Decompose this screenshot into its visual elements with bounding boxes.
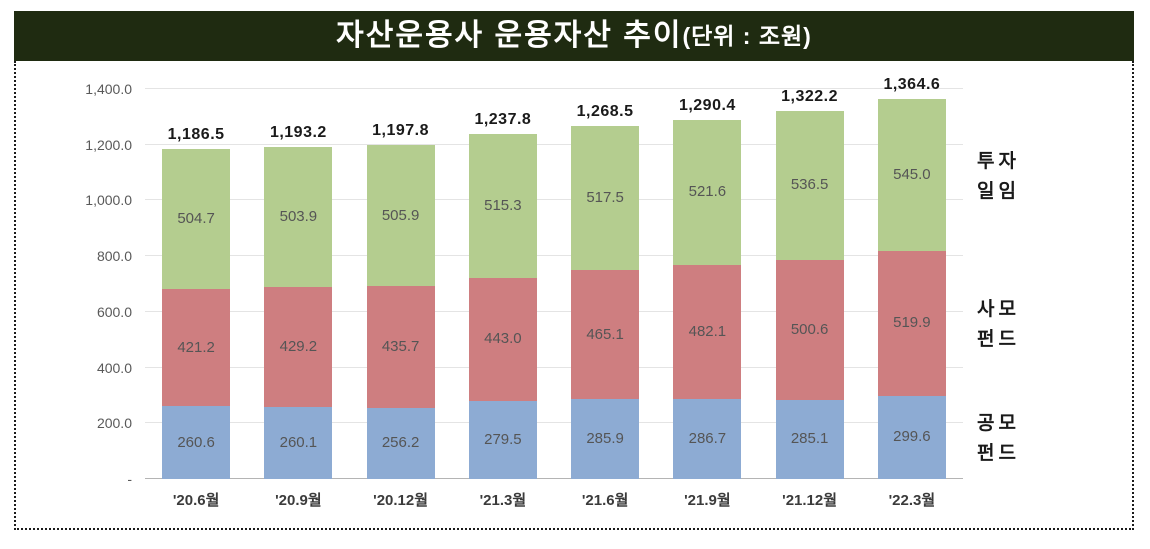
chart-title: 자산운용사 운용자산 추이 xyxy=(336,19,683,52)
gridline xyxy=(145,366,963,368)
segment-value-label: 482.1 xyxy=(688,323,727,340)
gridline xyxy=(145,143,963,145)
bar-segment-투자일임 xyxy=(468,134,537,278)
bar-total-label: 1,186.5 xyxy=(167,125,225,143)
segment-value-label: 515.3 xyxy=(484,197,522,214)
gridline xyxy=(145,478,963,479)
x-axis-tick-label: '21.12월 xyxy=(782,492,838,509)
bar-total-label: 1,193.2 xyxy=(269,123,327,141)
gridline xyxy=(145,422,963,424)
bar-total-label: 1,197.8 xyxy=(372,122,430,140)
bar-total-label: 1,290.4 xyxy=(678,96,736,114)
y-axis-tick-label: 1,000.0 xyxy=(85,192,132,209)
segment-value-label: 429.2 xyxy=(279,337,318,355)
series-label-line: 사모 xyxy=(977,299,1020,321)
y-axis-tick-label: 400.0 xyxy=(96,359,132,376)
bar-segment-사모펀드 xyxy=(468,277,537,402)
segment-value-label: 285.1 xyxy=(790,430,829,448)
bar-segment-투자일임 xyxy=(366,145,435,287)
bar-total-label: 1,237.8 xyxy=(474,111,532,129)
bar-segment-공모펀드 xyxy=(366,407,435,479)
gridline xyxy=(145,199,963,201)
bar-segment-공모펀드 xyxy=(468,401,537,479)
bar-segment-공모펀드 xyxy=(264,406,333,479)
chart-title-unit: (단위 : 조원) xyxy=(682,22,812,49)
bar-segment-사모펀드 xyxy=(366,286,435,408)
segment-value-label: 505.9 xyxy=(381,206,420,224)
segment-value-label: 465.1 xyxy=(586,325,624,343)
segment-value-label: 285.9 xyxy=(586,430,624,448)
bar-segment-투자일임 xyxy=(264,146,333,287)
bar-segment-공모펀드 xyxy=(571,399,640,479)
segment-value-label: 504.7 xyxy=(177,209,215,227)
bar-segment-사모펀드 xyxy=(877,250,946,396)
segment-value-label: 260.1 xyxy=(279,433,318,451)
y-axis-tick-label: 800.0 xyxy=(96,248,132,265)
series-label-line: 공모 xyxy=(977,413,1020,435)
series-label-line: 펀드 xyxy=(977,443,1020,465)
bar-segment-투자일임 xyxy=(571,125,640,270)
gridline xyxy=(145,255,963,257)
x-axis-tick-label: '22.3월 xyxy=(888,492,936,509)
x-axis-tick-label: '21.9월 xyxy=(684,492,731,509)
series-label-line: 펀드 xyxy=(977,329,1020,351)
bar-segment-사모펀드 xyxy=(162,289,231,407)
segment-value-label: 521.6 xyxy=(688,183,727,201)
bar-segment-투자일임 xyxy=(162,148,231,290)
segment-value-label: 299.6 xyxy=(893,428,931,446)
bar-total-label: 1,364.6 xyxy=(883,75,941,93)
bar-segment-투자일임 xyxy=(775,110,844,261)
x-axis-tick-label: '20.6월 xyxy=(172,492,220,509)
segment-value-label: 279.5 xyxy=(484,431,522,449)
segment-value-label: 286.7 xyxy=(688,430,727,448)
x-axis-tick-label: '21.3월 xyxy=(479,492,527,509)
segment-value-label: 536.5 xyxy=(790,176,829,194)
series-label-line: 투자 xyxy=(977,150,1020,172)
y-axis-tick-label: 1,400.0 xyxy=(85,81,132,97)
bar-segment-사모펀드 xyxy=(264,286,333,407)
y-axis-tick-label: 1,200.0 xyxy=(85,136,132,153)
segment-value-label: 256.2 xyxy=(381,434,420,452)
segment-value-label: 545.0 xyxy=(893,165,931,183)
chart-panel: 260.6 421.2 504.7 1,186.5 '20.6월 260.1 429.2 50… xyxy=(14,61,1134,530)
gridline xyxy=(145,88,963,89)
y-axis-tick-label: 200.0 xyxy=(96,415,132,432)
segment-value-label: 503.9 xyxy=(279,207,318,225)
series-label-line: 일임 xyxy=(977,180,1020,202)
bar-total-label: 1,268.5 xyxy=(576,102,634,120)
segment-value-label: 260.6 xyxy=(177,433,215,451)
bar-segment-사모펀드 xyxy=(775,260,844,400)
y-axis-tick-label: - xyxy=(127,471,132,487)
gridline xyxy=(145,310,963,312)
bar-segment-투자일임 xyxy=(673,119,742,265)
x-axis-tick-label: '20.9월 xyxy=(275,492,322,509)
segment-value-label: 519.9 xyxy=(893,314,931,332)
y-axis-tick-label: 600.0 xyxy=(96,303,132,320)
bar-segment-사모펀드 xyxy=(571,269,640,400)
bar-segment-공모펀드 xyxy=(775,399,844,479)
x-axis-tick-label: '20.12월 xyxy=(373,492,429,509)
segment-value-label: 500.6 xyxy=(790,320,829,338)
bar-segment-공모펀드 xyxy=(673,399,742,479)
plot-area: 260.6 421.2 504.7 1,186.5 '20.6월 260.1 429.2 50… xyxy=(145,76,963,509)
bar-segment-공모펀드 xyxy=(877,395,946,479)
segment-value-label: 435.7 xyxy=(381,337,420,355)
bar-segment-공모펀드 xyxy=(162,406,231,479)
x-axis-tick-label: '21.6월 xyxy=(581,492,629,509)
chart-title-bar: 자산운용사 운용자산 추이 (단위 : 조원) xyxy=(14,11,1134,61)
bar-segment-투자일임 xyxy=(877,98,946,251)
segment-value-label: 421.2 xyxy=(177,338,215,356)
segment-value-label: 443.0 xyxy=(484,330,522,348)
segment-value-label: 517.5 xyxy=(586,188,624,206)
bar-total-label: 1,322.2 xyxy=(781,87,839,105)
bar-segment-사모펀드 xyxy=(673,264,742,400)
